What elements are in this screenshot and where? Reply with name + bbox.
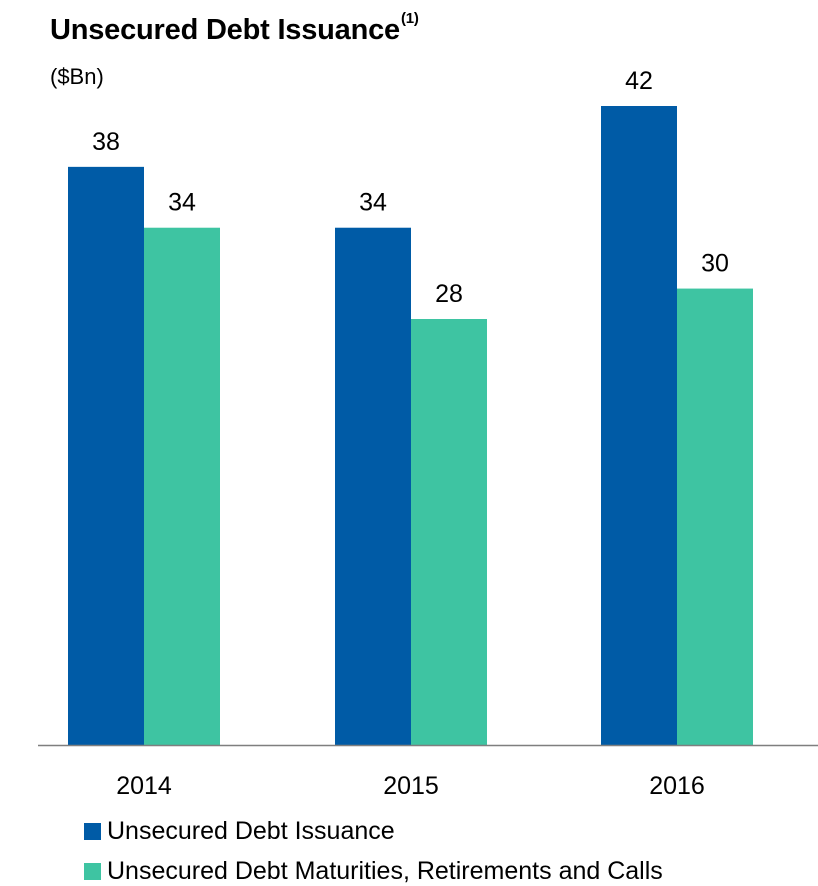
bar-2015-series-2 <box>411 319 487 745</box>
legend-label-maturities: Unsecured Debt Maturities, Retirements a… <box>107 857 663 885</box>
data-label-2016-series-2: 30 <box>701 250 729 278</box>
data-label-2014-series-2: 34 <box>168 189 196 217</box>
bar-2014-series-2 <box>144 227 220 745</box>
legend-swatch-issuance <box>84 823 101 840</box>
chart-title: Unsecured Debt Issuance(1) <box>50 10 419 47</box>
x-tick-label-2014: 2014 <box>116 772 172 800</box>
data-label-2015-series-2: 28 <box>435 280 463 308</box>
data-label-2016-series-1: 42 <box>625 67 653 95</box>
legend-swatch-maturities <box>84 863 101 880</box>
x-tick-label-2016: 2016 <box>649 772 705 800</box>
bar-2014-series-1 <box>68 166 144 745</box>
chart-unit-label: ($Bn) <box>50 64 104 89</box>
legend-label-issuance: Unsecured Debt Issuance <box>107 817 395 845</box>
legend-item-maturities: Unsecured Debt Maturities, Retirements a… <box>84 857 663 886</box>
bar-2016-series-1 <box>601 106 677 745</box>
data-label-2014-series-1: 38 <box>92 128 120 156</box>
chart-title-footnote: (1) <box>400 10 419 27</box>
bar-2016-series-2 <box>677 288 753 745</box>
chart-title-text: Unsecured Debt Issuance <box>50 14 400 46</box>
data-label-2015-series-1: 34 <box>359 189 387 217</box>
bar-2015-series-1 <box>335 227 411 745</box>
x-tick-label-2015: 2015 <box>383 772 439 800</box>
legend-item-issuance: Unsecured Debt Issuance <box>84 817 395 846</box>
